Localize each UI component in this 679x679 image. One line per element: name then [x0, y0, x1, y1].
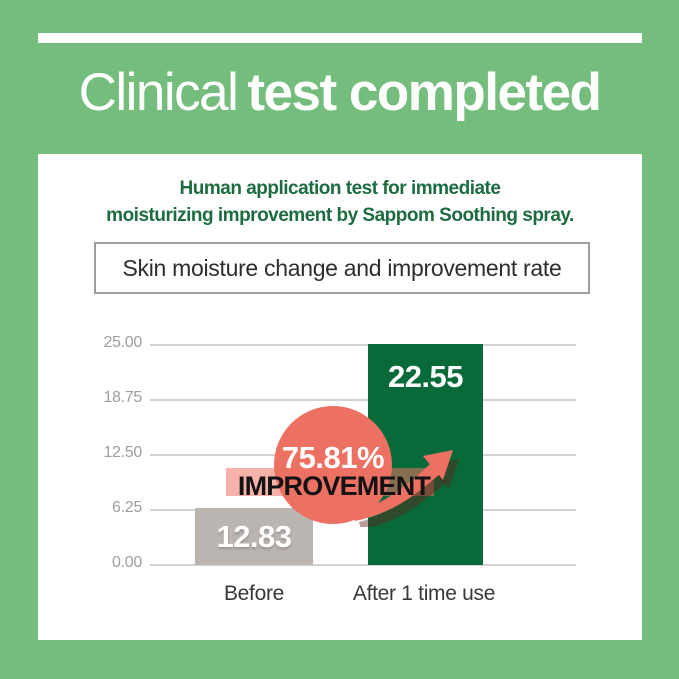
bar-before-value-label: 12.83	[216, 519, 292, 554]
arrow-up-icon	[353, 450, 459, 527]
page-title-light: Clinical	[78, 63, 239, 122]
top-divider-bar	[38, 33, 642, 43]
test-description-line1: Human application test for immediate	[179, 178, 501, 199]
improvement-percent: 75.81%	[281, 440, 385, 475]
x-axis-label-after: After 1 time use	[352, 582, 496, 605]
bar-before: 12.83	[195, 508, 313, 565]
page-title-bold: test completed	[247, 63, 602, 122]
y-axis-tick-12-50: 12.50	[103, 444, 142, 461]
y-axis-tick-0: 0.00	[112, 554, 142, 571]
test-description: Human application test for immediate moi…	[38, 175, 642, 229]
gridline-0	[150, 564, 576, 566]
test-description-line2: moisturizing improvement by Sappom Sooth…	[106, 205, 574, 226]
x-axis-label-before: Before	[223, 582, 285, 605]
page-title: Clinical test completed	[0, 62, 679, 123]
result-card: Human application test for immediate moi…	[38, 154, 642, 640]
improvement-label: IMPROVEMENT	[237, 471, 431, 501]
improvement-circle	[274, 406, 392, 524]
gridline-18-75	[150, 399, 576, 401]
gridline-25	[150, 344, 576, 346]
y-axis-tick-18-75: 18.75	[103, 389, 142, 406]
y-axis-tick-25: 25.00	[103, 334, 142, 351]
y-axis-tick-6-25: 6.25	[112, 499, 142, 516]
bar-after-value-label: 22.55	[387, 359, 464, 394]
bar-after: 22.55	[368, 344, 483, 565]
chart-title-box: Skin moisture change and improvement rat…	[94, 242, 590, 294]
